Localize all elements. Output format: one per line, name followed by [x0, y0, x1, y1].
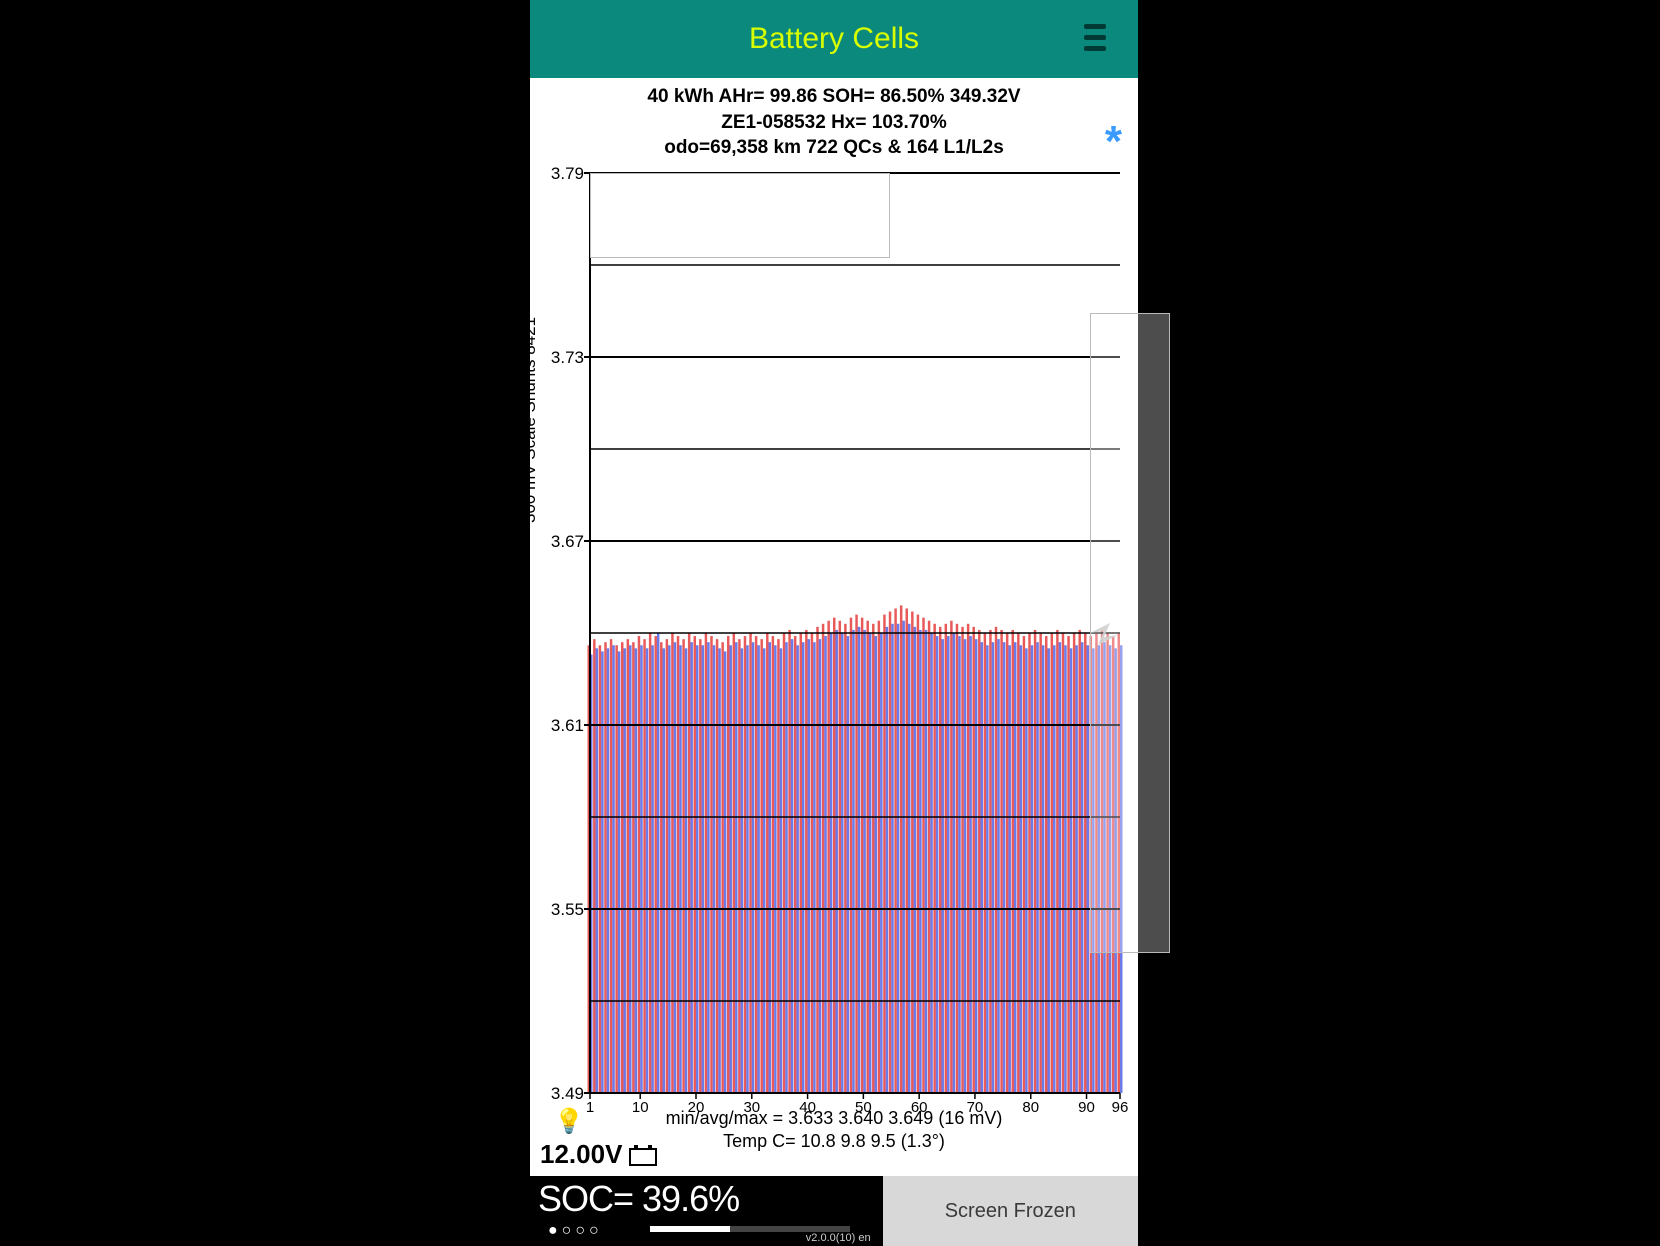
x-tick-label: 80 — [1022, 1099, 1039, 1116]
battery-info-block: 40 kWh AHr= 99.86 SOH= 86.50% 349.32V ZE… — [530, 78, 1138, 161]
aux-battery-voltage: 12.00V — [540, 1139, 622, 1170]
app-version: v2.0.0(10) en — [806, 1232, 871, 1244]
x-tick-label: 60 — [911, 1099, 928, 1116]
x-tick-label: 1 — [586, 1099, 594, 1116]
cell-voltage-chart[interactable]: 16 mV 300 mV Scale Shunts 8421 3.493.553… — [530, 163, 1138, 1103]
info-line-2: ZE1-058532 Hx= 103.70% — [530, 110, 1138, 136]
x-tick-label: 10 — [632, 1099, 649, 1116]
soc-value: SOC= 39.6% — [538, 1178, 875, 1220]
selection-box — [590, 173, 890, 258]
x-tick-label: 70 — [967, 1099, 984, 1116]
info-line-1: 40 kWh AHr= 99.86 SOH= 86.50% 349.32V — [530, 84, 1138, 110]
bottom-bar: SOC= 39.6% ●○○○ v2.0.0(10) en Screen Fro… — [530, 1176, 1138, 1246]
app-screen: Battery Cells 40 kWh AHr= 99.86 SOH= 86.… — [530, 0, 1138, 1246]
y-tick-label: 3.79 — [534, 164, 584, 184]
screen-frozen-label: Screen Frozen — [945, 1200, 1076, 1223]
info-line-3: odo=69,358 km 722 QCs & 164 L1/L2s — [530, 135, 1138, 161]
chart-canvas — [530, 163, 1138, 1123]
y-tick-label: 3.73 — [534, 348, 584, 368]
soc-panel[interactable]: SOC= 39.6% ●○○○ v2.0.0(10) en — [530, 1176, 883, 1246]
page-dots[interactable]: ●○○○ — [548, 1222, 603, 1240]
x-tick-label: 96 — [1112, 1099, 1129, 1116]
x-tick-label: 40 — [799, 1099, 816, 1116]
soc-progress-fill — [650, 1226, 730, 1232]
y-tick-label: 3.49 — [534, 1084, 584, 1104]
selection-box — [1090, 313, 1170, 953]
y-tick-label: 3.61 — [534, 716, 584, 736]
battery-icon — [628, 1143, 658, 1167]
menu-icon[interactable] — [1080, 18, 1110, 58]
x-tick-label: 30 — [743, 1099, 760, 1116]
y-tick-label: 3.55 — [534, 900, 584, 920]
x-tick-label: 20 — [688, 1099, 705, 1116]
x-tick-label: 50 — [855, 1099, 872, 1116]
app-header: Battery Cells — [530, 0, 1138, 78]
page-title: Battery Cells — [749, 22, 919, 56]
bulb-icon[interactable]: 💡 — [554, 1107, 584, 1136]
aux-battery-row: 12.00V — [540, 1139, 658, 1170]
screen-frozen-button[interactable]: Screen Frozen — [883, 1176, 1138, 1246]
y-tick-label: 3.67 — [534, 532, 584, 552]
x-tick-label: 90 — [1078, 1099, 1095, 1116]
